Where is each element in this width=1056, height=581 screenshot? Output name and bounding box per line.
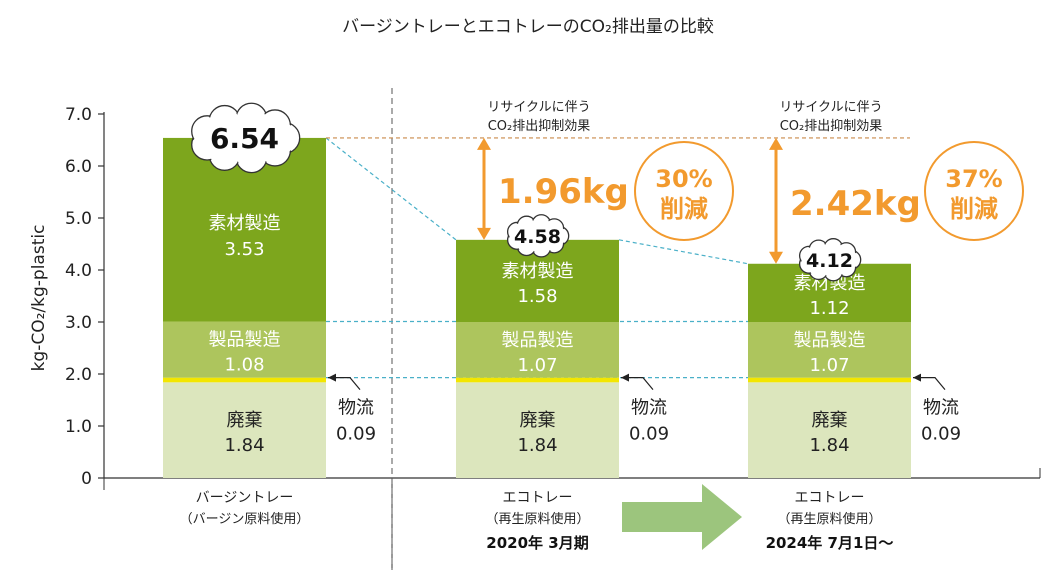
category-label: エコトレー (503, 490, 573, 506)
reduction-percent-circle (634, 141, 734, 241)
product-segment (163, 321, 326, 378)
guide-line (325, 137, 457, 241)
reduction-percent-circle (924, 141, 1024, 241)
logistics-pointer-arrowhead (913, 373, 921, 382)
category-date: 2020年 3月期 (486, 534, 588, 552)
reduction-arrow-head (769, 137, 783, 150)
waste-segment (163, 382, 326, 478)
reduction-amount: 2.42kg (790, 184, 921, 224)
total-cloud: 4.58 (506, 214, 570, 258)
total-value: 4.58 (514, 226, 561, 248)
reduction-percent: 37% (945, 165, 1002, 193)
y-tick-label: 2.0 (65, 365, 92, 385)
logistics-name: 物流 (631, 398, 667, 419)
logistics-value: 0.09 (336, 424, 376, 445)
reduction-caption: CO₂排出抑制効果 (780, 119, 883, 134)
segment-value: 3.53 (224, 239, 264, 260)
waste-segment (748, 382, 911, 478)
product-segment (456, 322, 619, 378)
logistics-name: 物流 (923, 398, 959, 419)
segment-name: 製品製造 (502, 330, 574, 351)
total-value: 4.12 (806, 250, 853, 272)
segment-value: 1.08 (224, 355, 264, 376)
labels-group: 廃棄 1.84 製品製造 1.08 素材製造 3.53 物流 0.09 6.54 廃棄 1.84 製品… (191, 102, 961, 456)
segment-name: 製品製造 (209, 330, 281, 351)
segment-value: 1.58 (517, 286, 557, 307)
category-date: 2024年 7月1日〜 (766, 534, 894, 552)
reduction-caption: CO₂排出抑制効果 (488, 119, 591, 134)
segment-name: 廃棄 (227, 410, 263, 431)
reduction-arrow-head (769, 251, 783, 264)
y-tick-label: 6.0 (65, 157, 92, 177)
total-value: 6.54 (210, 122, 279, 155)
reduction-caption: リサイクルに伴う (487, 100, 590, 115)
reduction-percent-label: 削減 (660, 195, 708, 223)
category-label: エコトレー (795, 490, 865, 506)
cloud-body (203, 118, 286, 158)
category-subtitle: （再生原料使用） (777, 511, 881, 527)
segment-value: 1.12 (809, 298, 849, 319)
reduction-percent: 30% (655, 165, 712, 193)
reduction-percent-label: 削減 (950, 195, 998, 223)
segment-value: 1.84 (809, 435, 849, 456)
logistics-segment (163, 377, 326, 383)
y-tick-label: 1.0 (65, 417, 92, 437)
reduction-arrow-head (477, 227, 491, 240)
y-tick-label: 4.0 (65, 261, 92, 281)
segment-name: 素材製造 (794, 273, 866, 294)
segment-name: 廃棄 (520, 410, 556, 431)
y-axis-label: kg-CO₂/kg-plastic (29, 225, 49, 372)
y-tick-label: 7.0 (65, 105, 92, 125)
segment-name: 素材製造 (209, 213, 281, 234)
logistics-name: 物流 (338, 398, 374, 419)
segment-name: 製品製造 (794, 330, 866, 351)
segment-name: 廃棄 (812, 410, 848, 431)
cloud-body (807, 247, 852, 272)
total-cloud: 4.12 (798, 238, 862, 282)
cloud-body (515, 223, 560, 248)
segment-name: 素材製造 (502, 261, 574, 282)
category-labels: バージントレー（バージン原料使用）エコトレー（再生原料使用）2020年 3月期エ… (180, 484, 894, 552)
logistics-value: 0.09 (921, 424, 961, 445)
timeline-arrow (622, 484, 742, 550)
category-subtitle: （バージン原料使用） (180, 511, 310, 527)
reduction-caption: リサイクルに伴う (779, 100, 882, 115)
waste-segment (456, 382, 619, 478)
category-label: バージントレー (196, 490, 294, 506)
reduction-amount: 1.96kg (498, 172, 629, 212)
logistics-pointer-arrowhead (328, 373, 336, 382)
segment-value: 1.84 (224, 435, 264, 456)
total-cloud: 6.54 (191, 102, 301, 174)
logistics-pointer-arrowhead (621, 373, 629, 382)
y-tick-label: 0 (81, 469, 92, 489)
segment-value: 1.07 (809, 355, 849, 376)
logistics-value: 0.09 (629, 424, 669, 445)
logistics-segment (748, 377, 911, 383)
y-tick-label: 3.0 (65, 313, 92, 333)
y-tick-label: 5.0 (65, 209, 92, 229)
logistics-segment (456, 377, 619, 383)
category-subtitle: （再生原料使用） (485, 511, 589, 527)
chart-title: バージントレーとエコトレーのCO₂排出量の比較 (342, 17, 714, 37)
reduction-arrow-head (477, 137, 491, 150)
segment-value: 1.84 (517, 435, 557, 456)
segment-value: 1.07 (517, 355, 557, 376)
product-segment (748, 322, 911, 378)
guide-line (618, 239, 749, 265)
